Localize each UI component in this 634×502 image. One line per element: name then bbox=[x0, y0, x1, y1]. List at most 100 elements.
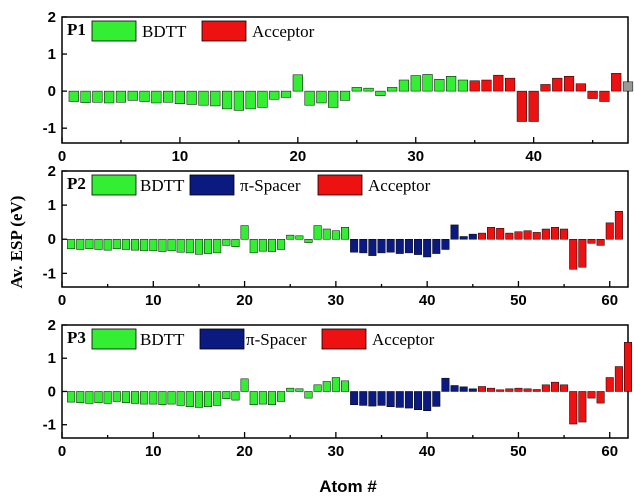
bar-atom-30 bbox=[410, 75, 421, 92]
bar-atom-11 bbox=[158, 238, 167, 252]
x-tick-label: 0 bbox=[58, 443, 66, 460]
bar-atom-5 bbox=[115, 90, 127, 103]
bar-atom-57 bbox=[578, 391, 587, 423]
y-tick-label: 2 bbox=[48, 9, 56, 26]
bar-atom-22 bbox=[316, 90, 327, 104]
bar-atom-6 bbox=[127, 90, 138, 101]
x-tick-label: 40 bbox=[419, 443, 436, 460]
bar-atom-30 bbox=[331, 230, 340, 240]
bar-atom-28 bbox=[387, 87, 398, 92]
bar-atom-20 bbox=[292, 74, 303, 92]
bar-atom-1 bbox=[68, 90, 79, 102]
y-tick-label: 0 bbox=[48, 231, 56, 248]
bar-atom-2 bbox=[80, 90, 91, 103]
panel-label: P1 bbox=[67, 20, 86, 39]
x-tick-label: 40 bbox=[525, 148, 542, 165]
y-tick-label: 0 bbox=[48, 83, 56, 100]
x-axis-title: Atom # bbox=[319, 477, 377, 496]
x-tick-label: 0 bbox=[58, 292, 66, 309]
bar-atom-47 bbox=[611, 73, 622, 92]
bar-atom-8 bbox=[131, 238, 140, 251]
bar-atom-30 bbox=[331, 377, 340, 392]
bar-atom-29 bbox=[322, 228, 331, 240]
bar-atom-25 bbox=[286, 387, 295, 392]
bar-atom-34 bbox=[368, 238, 377, 256]
bar-atom-44 bbox=[459, 386, 468, 392]
bar-atom-7 bbox=[121, 391, 130, 404]
bar-atom-62 bbox=[624, 342, 633, 392]
bar-atom-43 bbox=[450, 224, 459, 240]
bar-atom-18 bbox=[222, 238, 231, 246]
bar-atom-51 bbox=[523, 230, 532, 240]
bar-atom-8 bbox=[151, 90, 162, 104]
bar-atom-54 bbox=[550, 381, 559, 392]
bar-atom-35 bbox=[377, 238, 386, 254]
bar-atom-31 bbox=[341, 227, 350, 240]
bar-atom-15 bbox=[233, 90, 244, 111]
y-tick-label: 1 bbox=[48, 197, 56, 214]
bar-atom-57 bbox=[578, 238, 587, 268]
bar-atom-33 bbox=[359, 391, 368, 406]
bar-atom-42 bbox=[441, 377, 450, 392]
bar-atom-14 bbox=[185, 391, 194, 408]
plot-frame bbox=[61, 170, 629, 288]
bar-atom-40 bbox=[423, 391, 432, 412]
plot-frame bbox=[61, 16, 629, 144]
bar-atom-20 bbox=[240, 378, 249, 392]
x-tick-label: 30 bbox=[328, 443, 345, 460]
bar-atom-16 bbox=[204, 391, 213, 408]
x-tick-label: 50 bbox=[510, 292, 527, 309]
bar-atom-23 bbox=[267, 238, 276, 252]
x-tick-label: 60 bbox=[601, 292, 618, 309]
bar-atom-47 bbox=[487, 387, 496, 392]
y-axis-title: Av. ESP (eV) bbox=[7, 196, 26, 289]
bar-atom-4 bbox=[94, 238, 103, 250]
bar-atom-17 bbox=[257, 90, 268, 108]
bar-atom-23 bbox=[267, 391, 276, 406]
bar-atom-10 bbox=[149, 238, 158, 252]
legend-label: π-Spacer bbox=[240, 176, 301, 195]
bar-atom-44 bbox=[459, 236, 468, 240]
bar-atom-38 bbox=[404, 391, 413, 409]
legend-label: BDTT bbox=[140, 176, 185, 195]
legend-swatch bbox=[199, 328, 245, 350]
bar-atom-32 bbox=[434, 79, 445, 92]
bar-atom-61 bbox=[614, 366, 623, 392]
bar-atom-38 bbox=[505, 77, 516, 92]
bar-atom-50 bbox=[514, 387, 523, 392]
legend-swatch bbox=[321, 328, 367, 350]
bar-atom-46 bbox=[477, 386, 486, 392]
x-tick-label: 50 bbox=[510, 443, 527, 460]
legend-swatch bbox=[91, 174, 137, 196]
bar-atom-58 bbox=[587, 391, 596, 399]
x-tick-label: 10 bbox=[172, 148, 189, 165]
bar-atom-33 bbox=[359, 238, 368, 254]
bar-atom-43 bbox=[563, 76, 575, 92]
bar-atom-35 bbox=[377, 391, 386, 406]
bar-atom-21 bbox=[249, 391, 258, 406]
legend-label: π-Spacer bbox=[246, 330, 307, 349]
bar-atom-4 bbox=[94, 391, 103, 404]
bar-atom-2 bbox=[76, 238, 85, 250]
bar-atom-27 bbox=[304, 391, 313, 399]
bar-atom-21 bbox=[304, 90, 315, 106]
bar-atom-17 bbox=[213, 238, 222, 254]
legend-label: BDTT bbox=[140, 330, 185, 349]
bar-atom-21 bbox=[249, 238, 258, 254]
bar-atom-15 bbox=[194, 391, 203, 408]
bar-atom-1 bbox=[67, 238, 76, 250]
bar-atom-42 bbox=[441, 238, 450, 250]
bar-atom-33 bbox=[446, 76, 457, 92]
bar-atom-59 bbox=[596, 238, 605, 246]
bar-atom-24 bbox=[339, 90, 351, 101]
bar-atom-37 bbox=[395, 238, 404, 254]
y-tick-label: 2 bbox=[48, 317, 56, 334]
bar-atom-55 bbox=[560, 384, 569, 392]
legend-label: BDTT bbox=[142, 22, 187, 41]
x-tick-label: 30 bbox=[328, 292, 345, 309]
bar-atom-26 bbox=[295, 388, 304, 392]
